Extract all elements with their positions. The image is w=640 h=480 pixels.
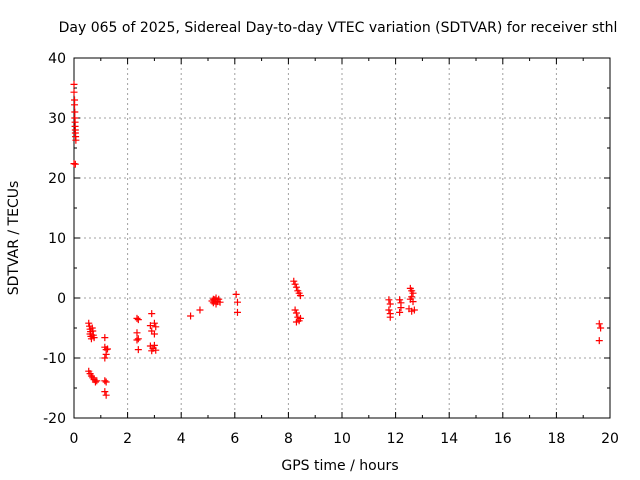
data-point (71, 108, 79, 116)
data-point (91, 378, 99, 386)
grid-lines (74, 58, 610, 418)
data-point (71, 160, 79, 168)
data-point (292, 283, 300, 291)
data-point (233, 308, 241, 316)
y-axis-label: SDTVAR / TECUs (6, 181, 22, 296)
data-point (93, 377, 101, 385)
data-point (292, 318, 300, 326)
data-point (101, 388, 109, 396)
data-point (409, 298, 417, 306)
data-point (71, 101, 79, 109)
data-point (290, 277, 298, 285)
x-tick-label: 4 (177, 431, 186, 447)
data-point (209, 295, 217, 303)
ticks: 0 2 4 6 8 10 12 14 16 18 20 -20 -10 0 10 20 30 40 (43, 51, 619, 447)
data-point (104, 345, 111, 353)
y-tick-label: 20 (48, 171, 66, 187)
data-point (101, 334, 109, 342)
x-tick-label: 18 (547, 431, 565, 447)
data-point (385, 306, 393, 314)
y-tick-label: -10 (43, 351, 66, 367)
data-point (396, 296, 404, 304)
x-tick-label: 10 (333, 431, 351, 447)
data-point (148, 347, 156, 355)
data-point (150, 341, 158, 349)
data-point (102, 391, 110, 399)
data-point (133, 329, 141, 337)
data-point (85, 319, 93, 327)
data-point (386, 313, 394, 321)
data-point (296, 314, 304, 322)
data-point (296, 292, 304, 300)
x-tick-label: 12 (387, 431, 405, 447)
data-point (409, 289, 417, 297)
data-point (101, 377, 109, 385)
data-point (70, 88, 78, 96)
data-point (134, 335, 142, 343)
x-tick-label: 20 (601, 431, 619, 447)
data-point (133, 336, 141, 344)
data-point (102, 350, 110, 358)
data-point (148, 310, 156, 318)
y-tick-label: 0 (57, 291, 66, 307)
data-point (232, 290, 240, 298)
data-point (72, 136, 80, 144)
data-point (397, 304, 405, 312)
data-point (386, 300, 394, 308)
data-point (292, 309, 300, 317)
data-point (187, 312, 195, 320)
data-points (70, 80, 605, 399)
x-tick-label: 14 (440, 431, 458, 447)
data-point (196, 306, 204, 314)
data-point (385, 296, 393, 304)
data-point (595, 320, 603, 328)
data-point (134, 346, 142, 354)
x-tick-label: 8 (284, 431, 293, 447)
data-point (70, 80, 78, 88)
data-point (410, 306, 418, 314)
data-point (291, 280, 299, 288)
data-point (90, 334, 98, 342)
x-axis-label: GPS time / hours (281, 458, 398, 474)
y-tick-label: 10 (48, 231, 66, 247)
y-tick-label: -20 (43, 411, 66, 427)
x-tick-label: 6 (230, 431, 239, 447)
data-point (133, 314, 141, 322)
y-tick-label: 30 (48, 111, 66, 127)
x-tick-label: 16 (494, 431, 512, 447)
data-point (102, 378, 110, 386)
x-tick-label: 0 (70, 431, 79, 447)
data-point (146, 322, 154, 330)
data-point (233, 298, 241, 306)
y-tick-label: 40 (48, 51, 66, 67)
x-tick-label: 2 (123, 431, 132, 447)
data-point (597, 324, 605, 332)
chart-title: Day 065 of 2025, Sidereal Day-to-day VTE… (59, 20, 618, 36)
data-point (150, 319, 158, 327)
data-point (291, 306, 299, 314)
data-point (595, 337, 603, 345)
data-point (134, 316, 142, 324)
data-point (396, 308, 404, 316)
data-point (152, 323, 160, 331)
data-point (101, 354, 109, 362)
data-point (150, 330, 158, 338)
data-point (216, 298, 224, 306)
